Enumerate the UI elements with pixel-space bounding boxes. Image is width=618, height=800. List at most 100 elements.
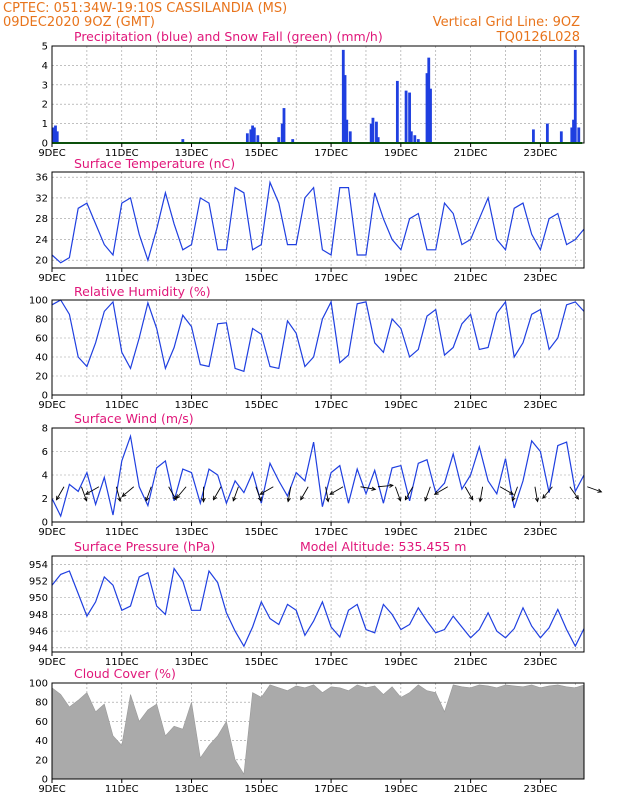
humidity-ytick-label: 40 — [35, 353, 48, 364]
wind-arrow-head — [574, 495, 579, 500]
header-station: CPTEC: 051:34W-19:10S CASSILANDIA (MS) — [3, 1, 287, 16]
pressure-xtick-label: 19DEC — [384, 657, 418, 668]
wind-arrow — [145, 486, 152, 501]
wind-xtick-label: 21DEC — [454, 527, 488, 538]
precipitation-bar — [572, 119, 575, 143]
wind-arrow — [168, 486, 177, 500]
pressure-ytick-label: 946 — [29, 627, 48, 638]
wind-arrow — [300, 486, 309, 500]
wind-arrow-head — [534, 497, 540, 503]
wind-arrow-head — [212, 495, 218, 501]
wind-arrow — [587, 486, 602, 493]
wind-arrow-head — [175, 494, 181, 499]
humidity-ytick-label: 20 — [35, 372, 48, 383]
pressure-xtick-label: 9DEC — [38, 657, 65, 668]
wind-arrow — [176, 486, 187, 499]
precipitation-xtick-label: 11DEC — [105, 148, 139, 159]
precipitation-bar — [277, 137, 281, 143]
humidity-line — [51, 299, 585, 373]
wind-ytick-label: 2 — [42, 494, 48, 505]
wind-arrow-head — [371, 486, 377, 491]
wind-arrow-head — [389, 483, 394, 488]
wind-arrow — [255, 486, 262, 501]
wind-arrow — [85, 486, 100, 495]
wind-arrow-head — [232, 496, 237, 502]
precipitation-bar — [570, 127, 574, 143]
precipitation-xtick-label: 15DEC — [244, 148, 278, 159]
cloud-cover-title: Cloud Cover (%) — [74, 666, 176, 681]
precipitation-frame — [51, 45, 585, 144]
wind-arrow — [534, 486, 538, 502]
humidity-xtick-label: 21DEC — [454, 400, 488, 411]
cloud-cover-xtick-label: 9DEC — [38, 784, 65, 795]
pressure-title: Surface Pressure (hPa) — [74, 539, 215, 554]
wind-arrow — [81, 486, 87, 501]
precipitation-bar — [413, 135, 417, 143]
wind-arrow-head — [404, 495, 409, 501]
wind-arrow-head — [85, 490, 90, 495]
precipitation-bar — [395, 80, 399, 143]
wind-arrow-head — [121, 492, 127, 498]
cloud-cover-ytick-label: 20 — [35, 755, 48, 766]
wind-arrow — [479, 486, 484, 502]
precipitation-bar — [282, 108, 286, 143]
wind-arrow-head — [300, 495, 305, 501]
wind-arrow — [499, 486, 514, 495]
precipitation-bar — [54, 125, 57, 143]
precipitation-xtick-label: 19DEC — [384, 148, 418, 159]
precipitation-bar — [409, 131, 413, 143]
wind-arrow — [542, 486, 553, 499]
pressure-ytick-label: 948 — [29, 610, 48, 621]
temperature-xtick-label: 13DEC — [175, 273, 209, 284]
precipitation-bar — [577, 127, 581, 143]
wind-arrow-head — [83, 496, 88, 502]
precipitation-xtick-label: 13DEC — [175, 148, 209, 159]
wind-arrow-head — [55, 495, 61, 501]
wind-title: Surface Wind (m/s) — [74, 411, 194, 426]
wind-arrow-head — [511, 496, 516, 502]
precipitation-ytick-label: 5 — [42, 42, 48, 53]
wind-arrow-head — [172, 495, 177, 501]
wind-arrow-head — [257, 496, 262, 502]
precipitation-bar — [559, 131, 563, 143]
pressure-ytick-label: 952 — [29, 577, 48, 588]
temperature-panel: 20 24 28 32 36 9DEC 11DEC 13DEC 15DEC 17DEC 19DEC 2… — [35, 156, 585, 284]
temperature-xtick-label: 17DEC — [314, 273, 348, 284]
wind-arrow-head — [145, 496, 150, 502]
wind-arrow — [213, 486, 222, 500]
cloud-cover-ytick-label: 0 — [42, 775, 48, 786]
pressure-ytick-label: 944 — [29, 643, 48, 654]
precipitation-bar — [181, 139, 185, 143]
temperature-ytick-label: 20 — [35, 256, 48, 267]
precipitation-bar — [341, 49, 345, 143]
wind-ytick-label: 0 — [42, 518, 48, 529]
precipitation-bar — [251, 125, 254, 143]
precipitation-bar — [404, 90, 408, 143]
humidity-frame — [51, 299, 585, 396]
pressure-xtick-label: 21DEC — [454, 657, 488, 668]
precipitation-bar — [52, 127, 56, 143]
wind-xtick-label: 11DEC — [105, 527, 139, 538]
precipitation-bar — [408, 92, 411, 143]
wind-arrow-head — [424, 496, 429, 502]
precipitation-bar — [249, 129, 253, 143]
temperature-frame — [51, 171, 585, 269]
precipitation-bar — [429, 88, 432, 143]
wind-arrow — [424, 486, 431, 501]
temperature-xtick-label: 15DEC — [244, 273, 278, 284]
precipitation-bar — [291, 139, 295, 143]
humidity-xtick-label: 19DEC — [384, 400, 418, 411]
humidity-xtick-label: 17DEC — [314, 400, 348, 411]
precipitation-bar — [55, 131, 59, 143]
wind-arrow-head — [329, 490, 335, 495]
humidity-ytick-label: 60 — [35, 334, 48, 345]
humidity-xtick-label: 9DEC — [38, 400, 65, 411]
temperature-ytick-label: 24 — [35, 235, 48, 246]
precipitation-title: Precipitation (blue) and Snow Fall (gree… — [74, 29, 383, 44]
wind-arrow — [569, 486, 579, 500]
pressure-xtick-label: 11DEC — [105, 657, 139, 668]
humidity-xtick-label: 11DEC — [105, 400, 139, 411]
precipitation-xtick-label: 23DEC — [524, 148, 558, 159]
precipitation-bar — [245, 133, 249, 143]
